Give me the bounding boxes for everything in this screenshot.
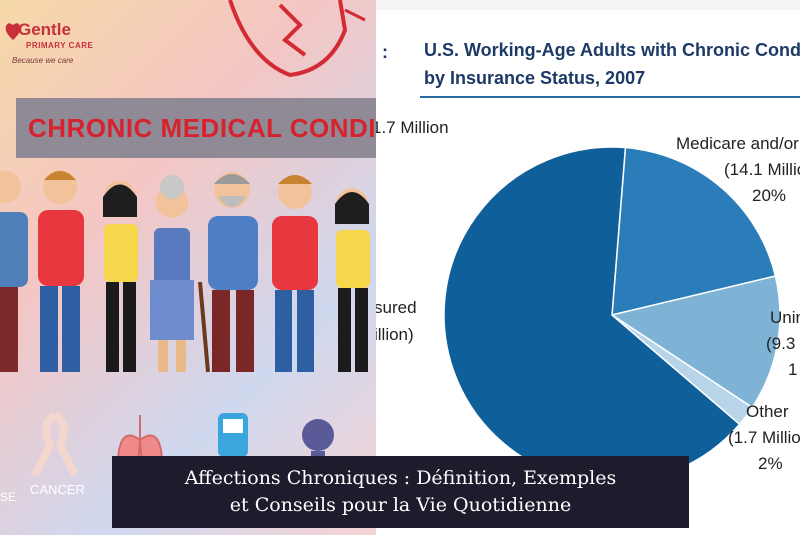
other-percent: 2% bbox=[758, 454, 783, 473]
people-illustration bbox=[0, 170, 370, 373]
medicare-value: (14.1 Millio bbox=[724, 160, 800, 179]
brand-logo: Gentle PRIMARY CARE Because we care bbox=[4, 18, 94, 68]
background-decor bbox=[228, 0, 366, 78]
person-woman-yellow-top-2 bbox=[335, 188, 370, 372]
top-left-label-fragment: 1.7 Million bbox=[376, 118, 449, 137]
uninsured-percent: 1 bbox=[788, 360, 798, 379]
heart-pin-icon bbox=[5, 23, 21, 40]
chart-frame: : U.S. Working-Age Adults with Chronic C… bbox=[376, 10, 800, 535]
disease-label-fragment: SE bbox=[0, 490, 17, 504]
cancer-label: CANCER bbox=[30, 482, 85, 497]
caption-line-1: Affections Chroniques : Définition, Exem… bbox=[184, 467, 617, 489]
brain-bulb-icon bbox=[302, 419, 334, 461]
person-elderly-man-beard bbox=[208, 172, 258, 372]
other-label: Other bbox=[746, 402, 789, 421]
logo-name: Gentle bbox=[18, 20, 71, 39]
insured-value: illion) bbox=[376, 325, 414, 344]
title-banner: CHRONIC MEDICAL CONDITI bbox=[16, 98, 376, 158]
insured-label: sured bbox=[376, 298, 417, 317]
person-man-red-shirt-2 bbox=[272, 175, 318, 372]
person-man-red-shirt bbox=[38, 170, 84, 372]
title-rule bbox=[420, 96, 800, 98]
chart-subtitle: by Insurance Status, 2007 bbox=[424, 68, 646, 88]
logo-tagline: Because we care bbox=[12, 56, 74, 65]
chart-title: U.S. Working-Age Adults with Chronic Con… bbox=[424, 40, 800, 60]
uninsured-label: Unin bbox=[770, 308, 800, 327]
chart-panel: : U.S. Working-Age Adults with Chronic C… bbox=[376, 0, 800, 535]
person-elderly-man-1 bbox=[0, 171, 28, 372]
medicare-label: Medicare and/or M bbox=[676, 134, 800, 153]
pie-chart bbox=[443, 146, 781, 484]
pie-slice-medicare bbox=[611, 146, 777, 316]
other-value: (1.7 Million bbox=[728, 428, 800, 447]
person-elderly-woman bbox=[150, 175, 210, 373]
illustration-panel: Gentle PRIMARY CARE Because we care CHRO… bbox=[0, 0, 376, 535]
caption-line-2: et Conseils pour la Vie Quotidienne bbox=[229, 494, 572, 516]
logo-subtitle: PRIMARY CARE bbox=[26, 41, 94, 50]
pie-slice-uninsured bbox=[610, 275, 781, 409]
medical-icons-row bbox=[31, 411, 334, 477]
article-title-caption: Affections Chroniques : Définition, Exem… bbox=[112, 456, 689, 528]
person-woman-yellow-top bbox=[103, 181, 138, 372]
cancer-ribbon-icon bbox=[31, 411, 79, 477]
glucose-meter-icon bbox=[218, 413, 248, 457]
banner-title: CHRONIC MEDICAL CONDITI bbox=[28, 113, 376, 143]
uninsured-value: (9.3 bbox=[766, 334, 796, 353]
medicare-percent: 20% bbox=[752, 186, 787, 205]
chart-colon: : bbox=[382, 42, 388, 62]
